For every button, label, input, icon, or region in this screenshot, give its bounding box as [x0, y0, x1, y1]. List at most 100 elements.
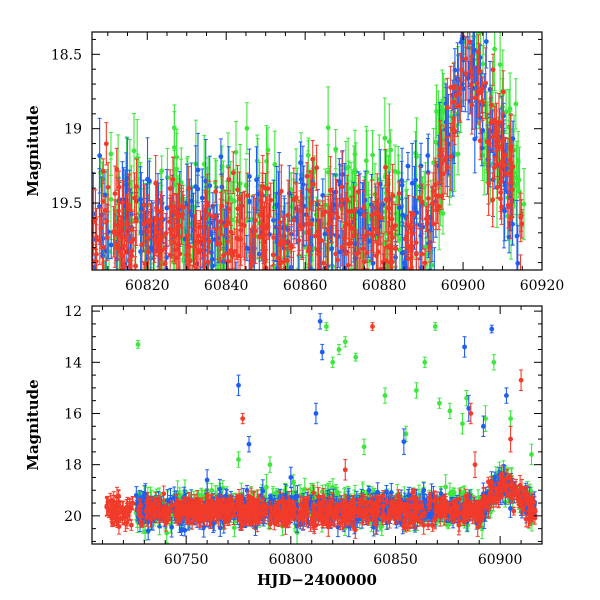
data-point	[318, 238, 324, 243]
data-point	[116, 184, 122, 190]
data-point	[305, 152, 311, 158]
data-point	[488, 102, 494, 108]
data-point	[463, 71, 469, 77]
data-point	[357, 211, 363, 216]
data-point	[403, 264, 409, 270]
data-point	[108, 196, 114, 202]
data-point	[235, 253, 241, 259]
data-point	[238, 227, 244, 233]
data-point	[289, 245, 294, 250]
data-point	[119, 219, 125, 224]
data-point	[345, 262, 351, 268]
data-point	[405, 243, 411, 249]
data-point	[402, 236, 408, 242]
data-point	[477, 138, 483, 144]
data-point	[490, 67, 496, 73]
data-point	[225, 164, 231, 169]
data-point	[508, 143, 514, 149]
data-point	[500, 138, 506, 143]
data-point	[131, 236, 137, 242]
data-point	[231, 198, 237, 204]
data-point	[417, 195, 423, 201]
data-point	[97, 238, 103, 243]
x-tick-label: 60860	[283, 278, 328, 294]
data-point	[309, 217, 315, 223]
data-point	[105, 184, 111, 190]
data-point	[138, 196, 143, 202]
data-point	[390, 193, 396, 198]
data-point	[455, 151, 461, 157]
data-point	[330, 274, 335, 279]
data-point	[476, 90, 482, 96]
data-point	[325, 125, 331, 131]
data-point	[134, 184, 139, 190]
data-point	[244, 245, 250, 251]
data-point	[277, 277, 282, 282]
data-point	[339, 197, 345, 203]
data-point	[394, 271, 399, 276]
data-point	[171, 204, 177, 209]
data-point	[308, 221, 314, 227]
data-point	[322, 231, 328, 237]
data-point	[213, 272, 218, 277]
data-point	[413, 240, 419, 246]
data-point	[129, 227, 134, 233]
data-point	[218, 218, 224, 224]
data-point	[327, 188, 333, 193]
data-point	[333, 189, 339, 195]
data-point	[310, 181, 316, 187]
data-point	[124, 221, 129, 227]
data-point	[421, 184, 427, 190]
data-point	[419, 251, 425, 257]
data-point	[235, 187, 240, 193]
data-point	[206, 239, 212, 244]
data-point	[325, 169, 331, 175]
data-point	[153, 180, 159, 186]
data-point	[162, 246, 168, 251]
data-point	[188, 198, 194, 204]
data-point	[388, 272, 393, 277]
data-point	[167, 186, 173, 191]
data-point	[284, 258, 290, 264]
data-point	[386, 205, 391, 211]
data-point	[396, 191, 402, 196]
data-point	[405, 163, 411, 169]
data-point	[274, 202, 280, 208]
data-point	[378, 266, 384, 270]
data-point	[168, 204, 174, 209]
data-point	[519, 221, 525, 227]
data-point	[244, 125, 250, 131]
data-point	[481, 10, 486, 15]
data-point	[382, 135, 388, 141]
data-point	[364, 230, 370, 236]
data-point	[187, 258, 193, 264]
data-point	[392, 223, 398, 229]
data-point	[281, 238, 287, 244]
data-point	[355, 250, 361, 256]
data-point	[173, 210, 179, 216]
data-point	[222, 223, 228, 229]
data-point	[518, 213, 524, 219]
data-point	[392, 169, 398, 174]
data-point	[342, 224, 348, 230]
data-point	[316, 251, 321, 257]
data-point	[364, 250, 370, 256]
data-point	[278, 188, 284, 194]
data-point	[397, 205, 402, 211]
data-point	[258, 198, 264, 204]
data-point	[360, 246, 366, 251]
data-point	[219, 203, 225, 209]
data-point	[306, 229, 312, 234]
data-point	[491, 117, 497, 123]
x-tick-label: 60900	[441, 278, 486, 294]
data-point	[444, 105, 450, 110]
data-point	[100, 280, 105, 285]
data-point	[497, 62, 503, 68]
data-point	[380, 202, 386, 208]
data-point	[510, 136, 516, 142]
data-point	[104, 235, 110, 240]
data-point	[145, 249, 151, 255]
data-point	[249, 259, 255, 265]
data-point	[371, 226, 377, 232]
